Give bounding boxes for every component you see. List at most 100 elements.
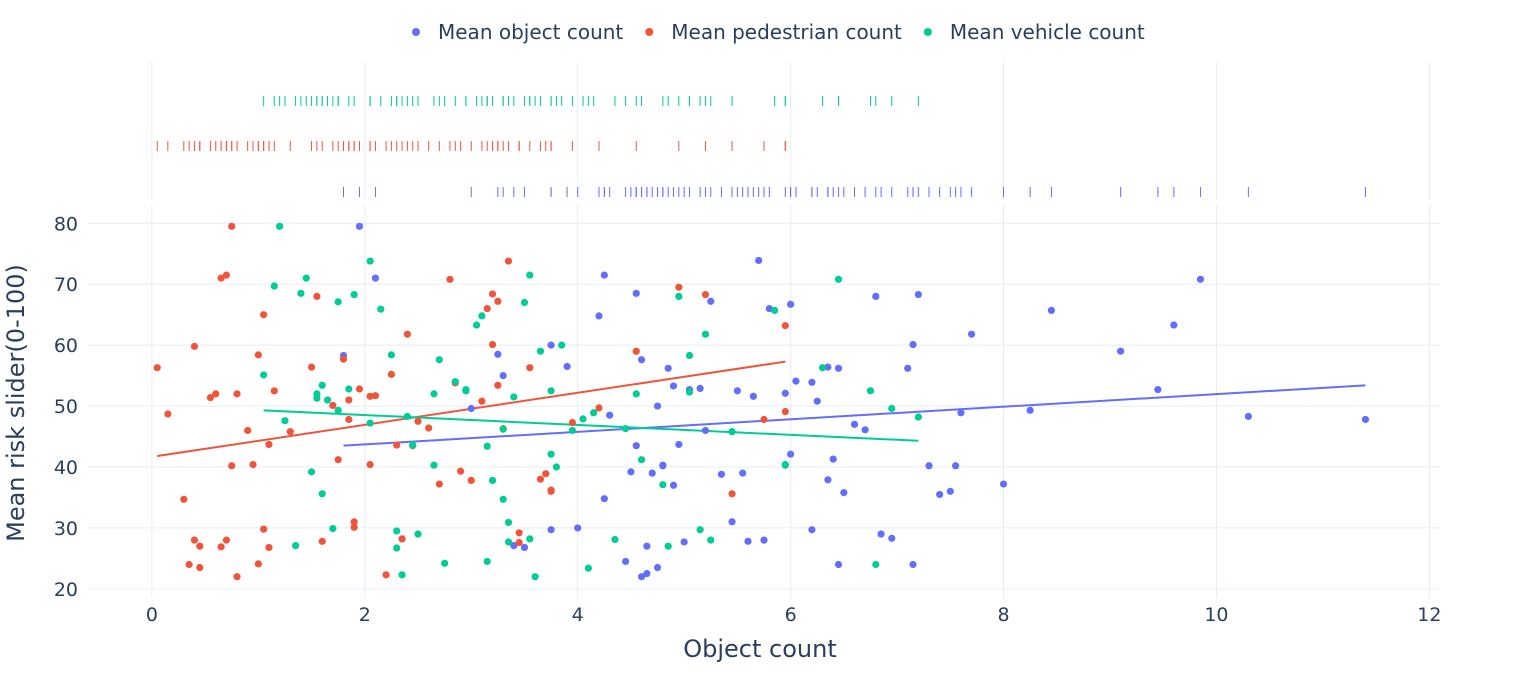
point-mean-vehicle-count <box>622 425 630 433</box>
point-mean-object-count <box>781 389 789 397</box>
point-mean-pedestrian-count <box>164 410 172 418</box>
point-mean-pedestrian-count <box>185 560 193 569</box>
point-mean-object-count <box>680 538 688 546</box>
legend-marker <box>412 28 420 36</box>
point-mean-object-count <box>659 462 667 470</box>
point-mean-pedestrian-count <box>286 428 294 436</box>
point-mean-pedestrian-count <box>222 536 230 544</box>
point-mean-pedestrian-count <box>387 370 396 378</box>
point-mean-object-count <box>914 290 922 299</box>
point-mean-pedestrian-count <box>244 426 252 435</box>
point-mean-pedestrian-count <box>547 486 555 494</box>
point-mean-object-count <box>888 534 896 542</box>
point-mean-vehicle-count <box>685 351 694 360</box>
point-mean-pedestrian-count <box>760 415 768 424</box>
point-mean-object-count <box>936 490 944 499</box>
point-mean-object-count <box>925 462 933 470</box>
point-mean-object-count <box>622 557 630 566</box>
legend-item-mean-pedestrian-count[interactable]: Mean pedestrian count <box>645 20 902 44</box>
point-mean-vehicle-count <box>834 275 843 283</box>
point-mean-object-count <box>653 402 662 410</box>
point-mean-pedestrian-count <box>228 462 236 470</box>
point-mean-object-count <box>904 364 912 372</box>
x-tick-label: 4 <box>572 604 584 626</box>
point-mean-pedestrian-count <box>728 490 736 498</box>
point-mean-vehicle-count <box>696 526 704 534</box>
point-mean-vehicle-count <box>329 524 337 533</box>
point-mean-object-count <box>909 560 917 569</box>
point-mean-object-count <box>909 340 917 349</box>
point-mean-pedestrian-count <box>366 392 374 400</box>
point-mean-object-count <box>499 372 507 380</box>
point-mean-pedestrian-count <box>270 387 278 395</box>
point-mean-object-count <box>1196 275 1205 283</box>
point-mean-object-count <box>653 563 662 572</box>
point-mean-object-count <box>861 426 869 434</box>
point-mean-vehicle-count <box>483 557 491 566</box>
point-mean-pedestrian-count <box>355 385 364 393</box>
point-mean-pedestrian-count <box>568 418 576 427</box>
point-mean-object-count <box>813 397 821 405</box>
point-mean-object-count <box>355 222 364 230</box>
point-mean-object-count <box>840 488 848 497</box>
y-tick-label: 20 <box>54 579 78 601</box>
point-mean-pedestrian-count <box>307 363 316 371</box>
point-mean-pedestrian-count <box>515 529 523 537</box>
point-mean-vehicle-count <box>914 413 922 421</box>
legend-item-mean-object-count[interactable]: Mean object count <box>412 20 623 44</box>
legend-label: Mean pedestrian count <box>671 20 902 44</box>
point-mean-object-count <box>669 382 678 390</box>
y-tick-label: 40 <box>54 457 78 479</box>
point-mean-pedestrian-count <box>254 351 262 359</box>
y-tick-label: 70 <box>54 274 78 296</box>
point-mean-vehicle-count <box>504 538 513 546</box>
point-mean-object-count <box>371 274 380 282</box>
point-mean-vehicle-count <box>430 390 438 398</box>
legend-item-mean-vehicle-count[interactable]: Mean vehicle count <box>923 20 1145 44</box>
x-tick-label: 6 <box>785 604 797 626</box>
legend[interactable]: Mean object count Mean pedestrian count Me… <box>412 20 1145 44</box>
point-mean-vehicle-count <box>435 356 443 364</box>
y-tick-label: 30 <box>54 518 78 540</box>
point-mean-pedestrian-count <box>265 543 273 552</box>
point-mean-vehicle-count <box>291 542 300 550</box>
point-mean-pedestrian-count <box>414 417 422 425</box>
point-mean-object-count <box>999 480 1008 488</box>
point-mean-vehicle-count <box>318 381 326 389</box>
point-mean-object-count <box>1047 306 1056 315</box>
point-mean-object-count <box>707 297 715 305</box>
point-mean-object-count <box>967 330 976 338</box>
point-mean-object-count <box>520 543 529 552</box>
point-mean-pedestrian-count <box>781 322 789 330</box>
point-mean-pedestrian-count <box>595 404 603 412</box>
point-mean-vehicle-count <box>414 530 422 538</box>
legend-label: Mean vehicle count <box>950 20 1145 44</box>
y-tick-label: 60 <box>54 335 78 357</box>
point-mean-object-count <box>643 542 651 550</box>
point-mean-object-count <box>574 524 582 532</box>
point-mean-object-count <box>787 300 795 308</box>
point-mean-vehicle-count <box>302 274 310 282</box>
main-gridlines <box>88 205 1440 598</box>
point-mean-vehicle-count <box>659 481 667 489</box>
point-mean-object-count <box>547 341 555 349</box>
point-mean-object-count <box>632 289 640 297</box>
point-mean-vehicle-count <box>483 442 491 450</box>
point-mean-pedestrian-count <box>701 290 710 299</box>
point-mean-pedestrian-count <box>153 364 161 372</box>
point-mean-pedestrian-count <box>265 440 273 449</box>
point-mean-vehicle-count <box>323 396 332 404</box>
point-mean-vehicle-count <box>270 282 278 290</box>
point-mean-object-count <box>755 256 763 265</box>
point-mean-vehicle-count <box>307 468 316 476</box>
point-mean-vehicle-count <box>297 289 305 297</box>
point-mean-vehicle-count <box>345 385 353 393</box>
point-mean-vehicle-count <box>260 371 268 379</box>
point-mean-object-count <box>494 350 502 358</box>
point-mean-pedestrian-count <box>526 364 534 372</box>
point-mean-object-count <box>957 409 965 417</box>
point-mean-object-count <box>701 426 710 435</box>
point-mean-vehicle-count <box>531 573 539 581</box>
point-mean-object-count <box>834 364 843 372</box>
